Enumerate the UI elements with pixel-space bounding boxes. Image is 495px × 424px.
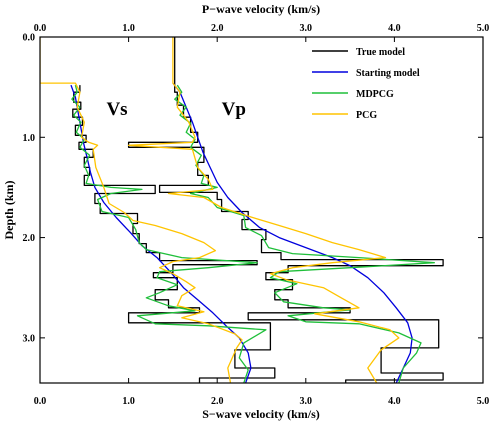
curves-layer xyxy=(40,37,444,383)
y-tick-label: 2.0 xyxy=(23,233,36,244)
legend-label-pcg: PCG xyxy=(356,110,377,121)
plot-frame xyxy=(39,36,484,384)
legend: True model Starting model MDPCG PCG xyxy=(312,47,420,121)
panel-label-vs: Vs xyxy=(106,99,127,120)
bottom-x-tick-label: 2.0 xyxy=(211,396,224,407)
top-x-tick-label: 0.0 xyxy=(34,23,47,34)
series-line-true-model-vs xyxy=(72,85,276,383)
top-axis-label: P−wave velocity (km/s) xyxy=(202,2,320,16)
bottom-axis-label: S−wave velocity (km/s) xyxy=(202,407,320,421)
y-axis-label: Depth (km) xyxy=(2,180,16,239)
series-line-starting-model-vs xyxy=(70,84,252,383)
legend-label-true-model: True model xyxy=(356,47,405,58)
top-x-tick-label: 4.0 xyxy=(388,23,401,34)
series-line-pcg-vp xyxy=(127,37,400,383)
bottom-x-tick-label: 5.0 xyxy=(477,396,490,407)
y-tick-label: 0.0 xyxy=(23,33,36,44)
series-line-mdpcg-vs xyxy=(71,84,267,383)
bottom-x-tick-label: 4.0 xyxy=(388,396,401,407)
top-x-tick-label: 3.0 xyxy=(300,23,313,34)
legend-label-starting-model: Starting model xyxy=(356,68,420,79)
y-tick-label: 3.0 xyxy=(23,333,36,344)
bottom-x-tick-label: 1.0 xyxy=(122,396,135,407)
top-x-tick-label: 2.0 xyxy=(211,23,224,34)
axis-ticks: 0.00.01.01.02.02.03.03.04.04.05.05.00.01… xyxy=(23,23,490,407)
bottom-x-tick-label: 0.0 xyxy=(34,396,47,407)
top-x-tick-label: 5.0 xyxy=(477,23,490,34)
legend-label-mdpcg: MDPCG xyxy=(356,89,394,100)
bottom-x-tick-label: 3.0 xyxy=(300,396,313,407)
series-line-pcg-vs xyxy=(40,37,243,383)
series-line-mdpcg-vp xyxy=(174,84,435,383)
panel-label-vp: Vp xyxy=(222,99,246,120)
top-x-tick-label: 1.0 xyxy=(122,23,135,34)
series-line-true-model-vp xyxy=(127,37,444,383)
series-line-starting-model-vp xyxy=(172,82,413,383)
y-tick-label: 1.0 xyxy=(23,133,36,144)
panel-labels: Vs Vp xyxy=(106,99,245,120)
